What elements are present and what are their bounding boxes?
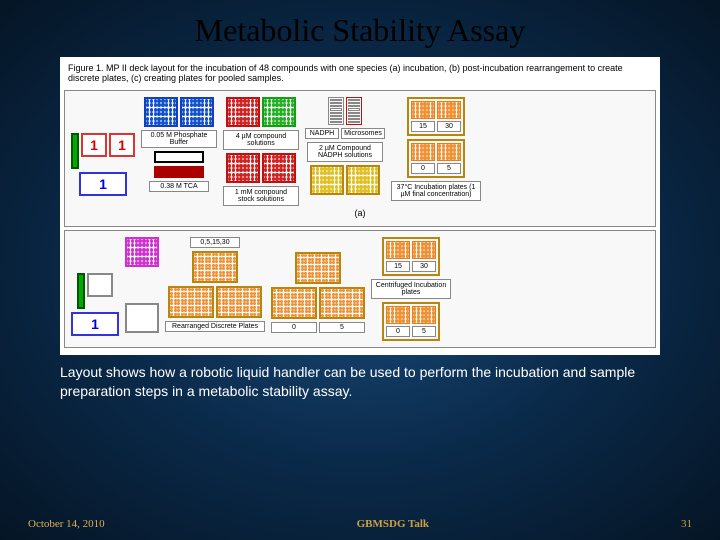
plate-magenta (125, 237, 159, 267)
robot-pad-red-2: 1 (109, 133, 135, 157)
plate-white (125, 303, 159, 333)
incub-plate-5 (437, 143, 461, 161)
plate-yellow-1 (310, 165, 344, 195)
incub-plate-15 (411, 101, 435, 119)
discrete-plate-5 (271, 287, 317, 319)
nadph-column: NADPH Microsomes 2 µM Compound NADPH sol… (305, 97, 385, 195)
deck-panel-a: 1 1 1 0.05 M Phosphate Buffer 0.38 M TCA (64, 90, 656, 227)
cent-plate-15 (386, 241, 410, 259)
footer: October 14, 2010 GBMSDG Talk 31 (0, 518, 720, 530)
plate-red-3 (262, 153, 296, 183)
compound4-label: 4 µM compound solutions (223, 130, 299, 150)
microsomes-rack (346, 97, 362, 125)
nadph-label: NADPH (305, 128, 339, 139)
plate-blue-2 (180, 97, 214, 127)
rearranged-num-5: 5 (319, 322, 365, 333)
footer-page: 31 (681, 518, 692, 530)
incub-label-0: 0 (411, 163, 435, 174)
plate-red-1 (226, 97, 260, 127)
figure-caption: Figure 1. MP II deck layout for the incu… (64, 61, 656, 87)
deck-panel-b: 1 0,5,15,30 Rearranged Discrete Plates (64, 230, 656, 348)
footer-venue: GBMSDG Talk (357, 518, 429, 530)
slide-caption: Layout shows how a robotic liquid handle… (0, 355, 720, 401)
incub-plate-30 (437, 101, 461, 119)
times-label: 0,5,15,30 (190, 237, 240, 248)
tca-label: 0.38 M TCA (149, 181, 209, 192)
robot-pad-b (87, 273, 113, 297)
discrete-plate-6 (319, 287, 365, 319)
rearranged-num-0: 0 (271, 322, 317, 333)
nadph-rack (328, 97, 344, 125)
robot-pad-blue-b: 1 (71, 312, 119, 336)
trough-tca (154, 166, 204, 178)
discrete-plate-3 (216, 286, 262, 318)
incub-plate-0 (411, 143, 435, 161)
plate-yellow-2 (346, 165, 380, 195)
plate-blue-1 (144, 97, 178, 127)
cent-label-30: 30 (412, 261, 436, 272)
centrifuged-holder-bottom: 0 5 (382, 302, 440, 341)
discrete-plate-4 (295, 252, 341, 284)
plate-red-2 (226, 153, 260, 183)
magenta-column (125, 237, 159, 333)
red-green-column: 4 µM compound solutions 1 mM compound st… (223, 97, 299, 206)
rearranged-label: Rearranged Discrete Plates (165, 321, 265, 332)
cent-plate-30 (412, 241, 436, 259)
slide-title: Metabolic Stability Assay (0, 0, 720, 57)
trough-buffer (154, 151, 204, 163)
incubation-column-a: 15 30 0 5 37° (391, 97, 481, 201)
cent-label-0: 0 (386, 326, 410, 337)
panel-a-letter: (a) (71, 206, 649, 220)
cent-plate-5 (412, 306, 436, 324)
times-column: 0,5,15,30 Rearranged Discrete Plates (165, 237, 265, 332)
footer-date: October 14, 2010 (28, 518, 105, 530)
blue-plate-column: 0.05 M Phosphate Buffer 0.38 M TCA (141, 97, 217, 192)
discrete-plate-2 (168, 286, 214, 318)
discrete-plate-1 (192, 251, 238, 283)
centrifuged-holder-top: 15 30 (382, 237, 440, 276)
incub-label-5: 5 (437, 163, 461, 174)
incubation-column-b: 15 30 Centrifuged Incubation plates 0 (371, 237, 451, 341)
robot-column-b: 1 (71, 273, 119, 336)
figure: Figure 1. MP II deck layout for the incu… (60, 57, 660, 355)
cent-label-5: 5 (412, 326, 436, 337)
incub-label-30: 30 (437, 121, 461, 132)
robot-pad-red: 1 (81, 133, 107, 157)
incub-label: 37°C Incubation plates (1 µM final conce… (391, 181, 481, 201)
incubation-holder-bottom: 0 5 (407, 139, 465, 178)
microsomes-label: Microsomes (341, 128, 385, 139)
buffer-label: 0.05 M Phosphate Buffer (141, 130, 217, 148)
discrete-column: 0 5 (271, 237, 365, 333)
incub-label-15: 15 (411, 121, 435, 132)
robot-column-a: 1 1 1 (71, 133, 135, 196)
robot-arm-icon-b (77, 273, 85, 309)
stock-label: 1 mM compound stock solutions (223, 186, 299, 206)
compound2-label: 2 µM Compound NADPH solutions (307, 142, 383, 162)
plate-green-1 (262, 97, 296, 127)
robot-arm-icon (71, 133, 79, 169)
incubation-holder-top: 15 30 (407, 97, 465, 136)
robot-pad-blue: 1 (79, 172, 127, 196)
centrifuged-label: Centrifuged Incubation plates (371, 279, 451, 299)
cent-label-15: 15 (386, 261, 410, 272)
cent-plate-0 (386, 306, 410, 324)
